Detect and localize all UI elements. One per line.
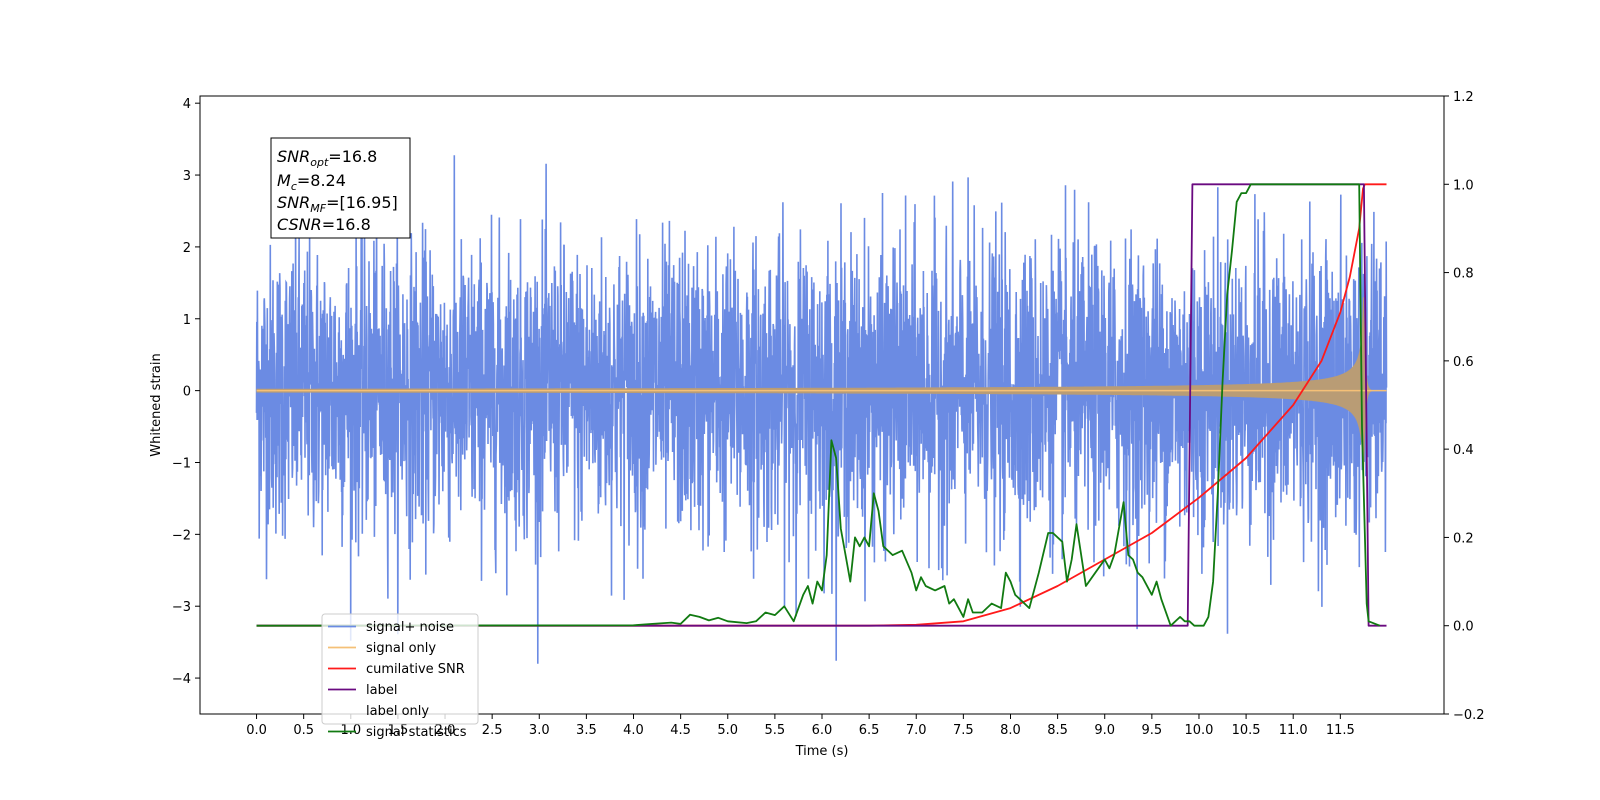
x-tick-label: 6.0 — [812, 723, 833, 738]
y-tick-label: 1 — [183, 313, 191, 328]
y2-tick-label: −0.2 — [1453, 708, 1485, 723]
y2-tick-label: 0.2 — [1453, 531, 1474, 546]
y2-tick-label: 0.8 — [1453, 267, 1474, 282]
x-tick-label: 8.0 — [1000, 723, 1021, 738]
signal-series-layer — [256, 297, 1387, 484]
x-tick-label: 10.5 — [1232, 723, 1261, 738]
legend-entry-label: label — [366, 683, 397, 698]
x-tick-label: 1.5 — [388, 723, 409, 738]
x-tick-label: 4.5 — [670, 723, 691, 738]
x-tick-label: 2.0 — [435, 723, 456, 738]
x-tick-label: 9.5 — [1142, 723, 1163, 738]
y-tick-label: −1 — [172, 456, 191, 471]
x-tick-label: 0.0 — [246, 723, 267, 738]
x-tick-label: 6.5 — [859, 723, 880, 738]
x-tick-label: 2.5 — [482, 723, 503, 738]
annotation-line: SNRMF=[16.95] — [277, 193, 398, 215]
y2-tick-label: 0.6 — [1453, 355, 1474, 370]
legend-entry-label: signal only — [366, 641, 436, 656]
y2-tick-label: 0.0 — [1453, 620, 1474, 635]
y-axis-label: Whitened strain — [149, 353, 164, 456]
y2-tick-label: 0.4 — [1453, 443, 1474, 458]
legend-entry-label: label only — [366, 704, 429, 719]
x-tick-label: 5.0 — [717, 723, 738, 738]
legend-entry-label: cumilative SNR — [366, 662, 465, 677]
x-axis: 0.0 0.5 1.0 1.5 2.0 2.5 3.0 3.5 4.0 4.5 5.0 5.5 6.0 6… — [246, 714, 1355, 738]
y-tick-label: −4 — [172, 672, 191, 687]
x-tick-label: 8.5 — [1047, 723, 1068, 738]
x-tick-label: 11.5 — [1326, 723, 1355, 738]
signal-statistics-line — [256, 183, 1381, 627]
legend-frame — [321, 613, 479, 725]
y2-tick-label: 1.0 — [1453, 178, 1474, 193]
x-axis-label: Time (s) — [795, 744, 849, 759]
y-axis-right: 1.2 1.0 0.8 0.6 0.4 0.2 0.0 −0.2 — [1444, 90, 1485, 723]
x-tick-label: 3.5 — [576, 723, 597, 738]
noise-series-layer — [255, 155, 1388, 664]
y-tick-label: 2 — [183, 241, 191, 256]
y-tick-label: 3 — [183, 169, 191, 184]
x-tick-label: 5.5 — [765, 723, 786, 738]
y-tick-label: −3 — [172, 600, 191, 615]
y-tick-label: −2 — [172, 528, 191, 543]
legend: signal+ noise signal only cumilative SNR la… — [321, 613, 479, 740]
annotation-frame — [270, 137, 411, 239]
y-tick-label: 0 — [183, 385, 191, 400]
x-tick-label: 11.0 — [1279, 723, 1308, 738]
y2-tick-label: 1.2 — [1453, 90, 1474, 105]
right-axis-series-layer — [256, 183, 1387, 627]
x-tick-label: 4.0 — [623, 723, 644, 738]
legend-entry-label: signal+ noise — [366, 620, 454, 635]
x-tick-label: 3.0 — [529, 723, 550, 738]
x-tick-label: 1.0 — [340, 723, 361, 738]
y-axis-left: 4 3 2 1 0 −1 −2 −3 −4 — [172, 97, 200, 687]
x-tick-label: 7.0 — [906, 723, 927, 738]
annotation-line: SNRopt=16.8 — [277, 147, 377, 169]
signal-plus-noise-line — [255, 155, 1388, 664]
annotation-line: Mc=8.24 — [277, 171, 346, 193]
x-tick-label: 0.5 — [293, 723, 314, 738]
x-tick-label: 7.5 — [953, 723, 974, 738]
x-tick-label: 10.0 — [1184, 723, 1213, 738]
x-tick-label: 9.0 — [1094, 723, 1115, 738]
annotation-line: CSNR=16.8 — [277, 215, 371, 234]
legend-entry-label: signal statistics — [366, 725, 467, 740]
y-tick-label: 4 — [183, 97, 191, 112]
